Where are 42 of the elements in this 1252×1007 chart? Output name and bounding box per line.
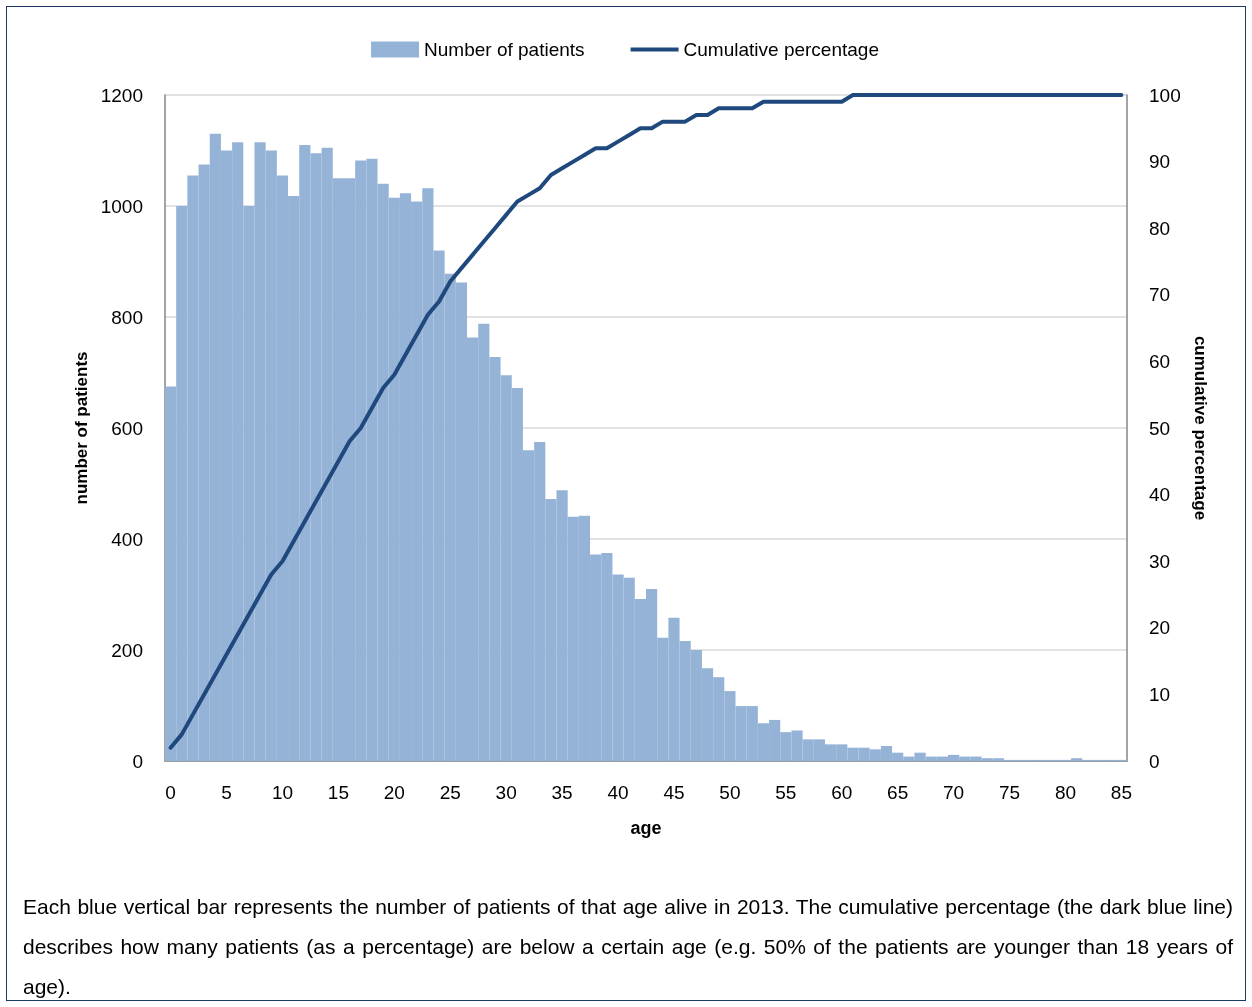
legend-label: Cumulative percentage (683, 39, 879, 60)
y-axis-title: number of patients (71, 351, 91, 505)
y2-axis-title: cumulative percentage (1190, 335, 1210, 521)
legend-label: Number of patients (424, 39, 585, 60)
y2-tick-label: 20 (1149, 617, 1171, 639)
x-tick-label: 15 (327, 782, 349, 803)
x-tick-label: 45 (663, 782, 685, 803)
y2-tick-label: 30 (1149, 550, 1171, 572)
x-tick-label: 65 (887, 782, 909, 803)
x-tick-label: 80 (1054, 782, 1077, 803)
y2-tick-label: 50 (1149, 417, 1171, 439)
x-tick-label: 0 (165, 782, 176, 803)
x-tick-label: 20 (383, 782, 405, 803)
y2-tick-label: 100 (1149, 84, 1181, 106)
x-tick-label: 70 (943, 782, 965, 803)
y2-tick-label: 70 (1149, 284, 1171, 306)
x-tick-label: 55 (775, 782, 797, 803)
x-tick-label: 25 (439, 782, 461, 803)
x-tick-label: 75 (998, 782, 1021, 803)
y-tick-label: 800 (111, 306, 143, 328)
x-tick-label: 60 (831, 782, 853, 803)
text: Each blue vertical bar represents the number of patients of that age alive in 2013. The cumulative percentage (the dark blue line) describes how many patients (as a percentage) are below a certain age (e.g. 50% of the patients are younger than 18 years of age). (23, 894, 1233, 1000)
x-tick-label: 85 (1110, 782, 1132, 803)
y-tick-label: 400 (111, 528, 143, 550)
y-tick-label: 600 (111, 417, 143, 439)
y2-tick-label: 10 (1149, 683, 1171, 705)
y2-tick-label: 60 (1149, 350, 1171, 372)
x-tick-label: 35 (551, 782, 573, 803)
x-axis-title: age (630, 818, 662, 838)
y-tick-label: 1200 (100, 84, 143, 106)
y-tick-label: 200 (111, 639, 143, 661)
y2-tick-label: 80 (1149, 217, 1171, 239)
y-tick-label: 1000 (100, 195, 143, 217)
x-tick-label: 30 (495, 782, 517, 803)
x-tick-label: 40 (607, 782, 629, 803)
y2-tick-label: 90 (1149, 151, 1171, 173)
x-tick-label: 50 (719, 782, 741, 803)
y2-tick-label: 40 (1149, 484, 1171, 506)
x-tick-label: 10 (271, 782, 294, 803)
x-tick-label: 5 (221, 782, 232, 803)
y2-tick-label: 0 (1149, 750, 1160, 772)
y-tick-label: 0 (132, 750, 143, 772)
